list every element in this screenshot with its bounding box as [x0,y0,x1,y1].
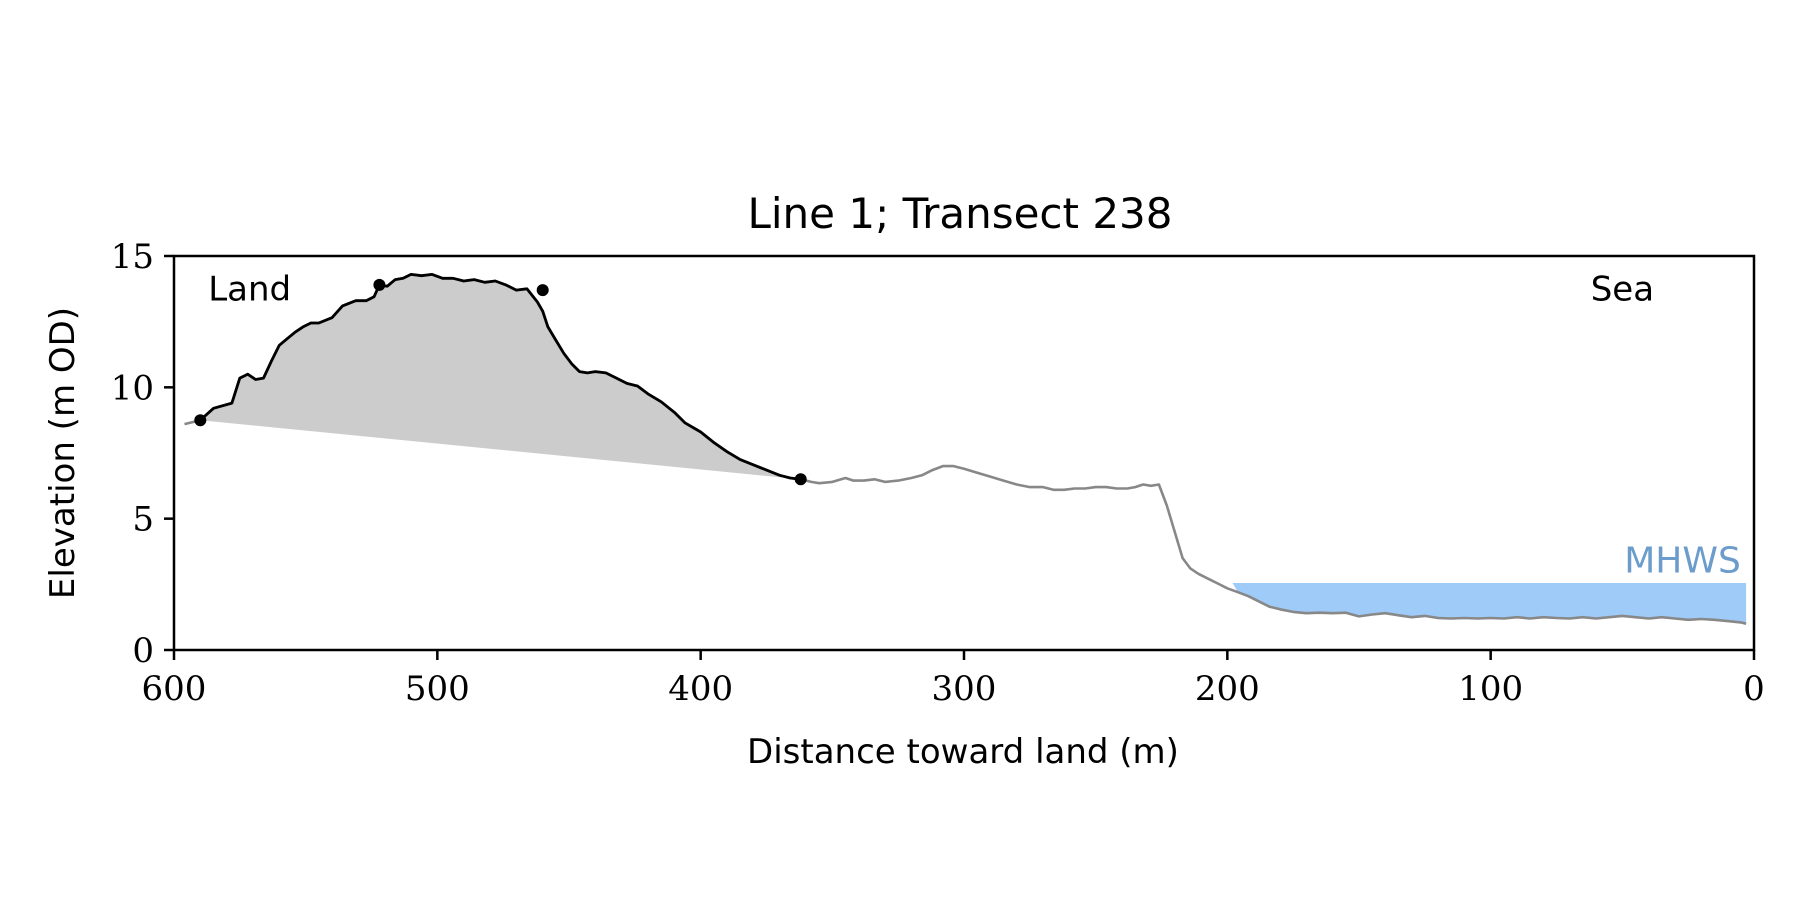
y-tick-label: 15 [111,237,154,277]
marker-point [194,414,207,427]
dune-volume-fill [200,274,801,480]
y-tick-label: 5 [132,500,154,540]
x-tick-label: 600 [142,669,207,709]
plot-area [184,273,1747,625]
x-tick-label: 200 [1195,669,1260,709]
mhws-label: MHWS [1624,541,1741,582]
annotations: Land Sea MHWS [208,270,1741,582]
x-axis-label: Distance toward land (m) [747,732,1179,772]
y-axis: 0 5 10 15 [111,237,174,671]
marker-point [536,284,549,297]
mhws-water-fill [1232,583,1747,624]
y-tick-label: 0 [132,631,154,671]
x-tick-label: 100 [1458,669,1523,709]
x-tick-label: 0 [1743,669,1765,709]
x-tick-label: 500 [405,669,470,709]
chart-title: Line 1; Transect 238 [747,189,1172,238]
y-tick-label: 10 [111,368,154,408]
y-axis-label: Elevation (m OD) [43,307,83,599]
x-tick-label: 400 [668,669,733,709]
x-axis: 600 500 400 300 200 100 0 [142,650,1765,709]
marker-point [373,278,386,291]
marker-point [794,473,807,486]
dune-profile-line [199,273,801,481]
annotation-land: Land [208,270,291,310]
annotation-sea: Sea [1591,270,1654,310]
x-tick-label: 300 [932,669,997,709]
